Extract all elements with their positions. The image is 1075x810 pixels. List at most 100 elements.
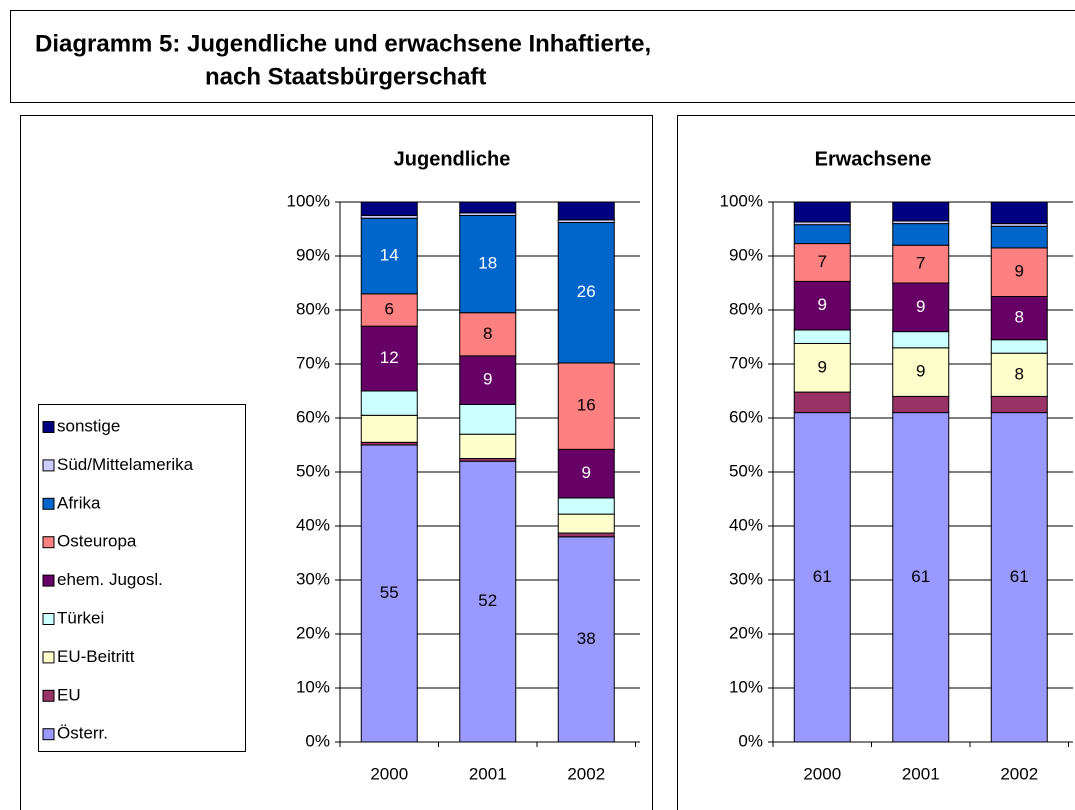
bar-segment xyxy=(459,404,517,435)
data-label: 7 xyxy=(916,254,925,273)
data-label: 9 xyxy=(483,370,492,389)
bar-segment xyxy=(459,215,517,314)
legend-swatch xyxy=(42,497,55,510)
data-label: 9 xyxy=(818,295,827,314)
legend-label: Osteuropa xyxy=(57,532,137,551)
legend-label: EU-Beitritt xyxy=(57,647,135,666)
data-label: 8 xyxy=(1015,364,1024,383)
bar-segment xyxy=(459,201,517,214)
bar-segment xyxy=(793,224,851,245)
bar-segment xyxy=(990,352,1048,397)
data-label: 26 xyxy=(577,282,596,301)
bar-segment xyxy=(892,412,950,743)
legend-swatch xyxy=(42,536,55,549)
legend-swatch xyxy=(42,689,55,702)
y-tick-label: 60% xyxy=(729,407,763,426)
page-title: Diagramm 5: Jugendliche und erwachsene I… xyxy=(35,30,651,57)
y-tick-label: 80% xyxy=(729,299,763,318)
bar-segment xyxy=(990,201,1048,225)
x-tick-label: 2002 xyxy=(567,764,605,783)
y-tick-label: 100% xyxy=(720,191,763,210)
bar-segment xyxy=(892,331,950,349)
bar-segment xyxy=(793,201,851,223)
bar-segment xyxy=(360,325,418,392)
y-tick-label: 10% xyxy=(729,677,763,696)
legend-label: sonstige xyxy=(57,416,120,435)
bar-segment xyxy=(557,448,615,499)
y-tick-label: 10% xyxy=(296,677,330,696)
legend-label: ehem. Jugosl. xyxy=(57,570,163,589)
bar-segment xyxy=(557,513,615,534)
y-tick-label: 70% xyxy=(729,353,763,372)
data-label: 18 xyxy=(478,254,497,273)
legend-swatch xyxy=(42,728,55,741)
bar-segment xyxy=(360,217,418,295)
chart-title: Erwachsene xyxy=(815,148,932,170)
bar-segment xyxy=(892,223,950,246)
bar-segment xyxy=(360,414,418,443)
bar-segment xyxy=(990,339,1048,354)
data-label: 9 xyxy=(916,297,925,316)
bar-segment xyxy=(793,243,851,282)
bar-segment xyxy=(892,347,950,397)
y-tick-label: 90% xyxy=(296,245,330,264)
bar-segment xyxy=(793,329,851,344)
bar-segment xyxy=(557,201,615,221)
data-label: 6 xyxy=(385,299,394,318)
data-label: 61 xyxy=(911,567,930,586)
data-label: 9 xyxy=(582,463,591,482)
data-label: 61 xyxy=(813,567,832,586)
bar-segment xyxy=(557,497,615,515)
bar-segment xyxy=(557,532,615,538)
bar-segment xyxy=(990,296,1048,341)
y-tick-label: 50% xyxy=(296,461,330,480)
legend-swatch xyxy=(42,613,55,625)
data-label: 38 xyxy=(577,629,596,648)
x-tick-label: 2002 xyxy=(1000,764,1038,783)
legend-swatch xyxy=(42,459,55,472)
y-tick-label: 40% xyxy=(296,515,330,534)
bar-segment xyxy=(793,391,851,414)
bar-segment xyxy=(793,342,851,393)
y-tick-label: 0% xyxy=(305,731,330,750)
legend-box xyxy=(38,404,246,752)
data-label: 55 xyxy=(380,583,399,602)
y-tick-label: 90% xyxy=(729,245,763,264)
data-label: 52 xyxy=(478,591,497,610)
y-tick-label: 100% xyxy=(287,191,330,210)
bar-segment xyxy=(459,460,517,743)
bar-segment xyxy=(892,282,950,333)
x-tick-label: 2001 xyxy=(469,764,507,783)
y-tick-label: 20% xyxy=(296,623,330,642)
y-tick-label: 0% xyxy=(738,731,763,750)
data-label: 7 xyxy=(818,252,827,271)
title-box xyxy=(10,10,1075,103)
x-tick-label: 2001 xyxy=(902,764,940,783)
bar-segment xyxy=(459,433,517,460)
legend-label: Österr. xyxy=(57,724,108,743)
legend-label: Türkei xyxy=(57,608,104,627)
bar-segment xyxy=(360,390,418,416)
bar-segment xyxy=(793,412,851,743)
bar-segment xyxy=(459,312,517,357)
y-tick-label: 70% xyxy=(296,353,330,372)
legend-label: EU xyxy=(57,685,81,704)
y-tick-label: 50% xyxy=(729,461,763,480)
legend-label: Süd/Mittelamerika xyxy=(57,455,194,474)
legend-swatch xyxy=(42,651,55,664)
y-tick-label: 20% xyxy=(729,623,763,642)
data-label: 12 xyxy=(380,348,399,367)
y-tick-label: 30% xyxy=(296,569,330,588)
data-label: 8 xyxy=(1015,308,1024,327)
bar-segment xyxy=(892,395,950,414)
bar-segment xyxy=(360,201,418,216)
legend-label: Afrika xyxy=(57,493,101,512)
data-label: 61 xyxy=(1010,567,1029,586)
bar-segment xyxy=(892,201,950,222)
page-title: nach Staatsbürgerschaft xyxy=(205,63,486,90)
legend-swatch xyxy=(42,574,55,587)
bar-segment xyxy=(990,225,1048,249)
bar-segment xyxy=(990,395,1048,414)
